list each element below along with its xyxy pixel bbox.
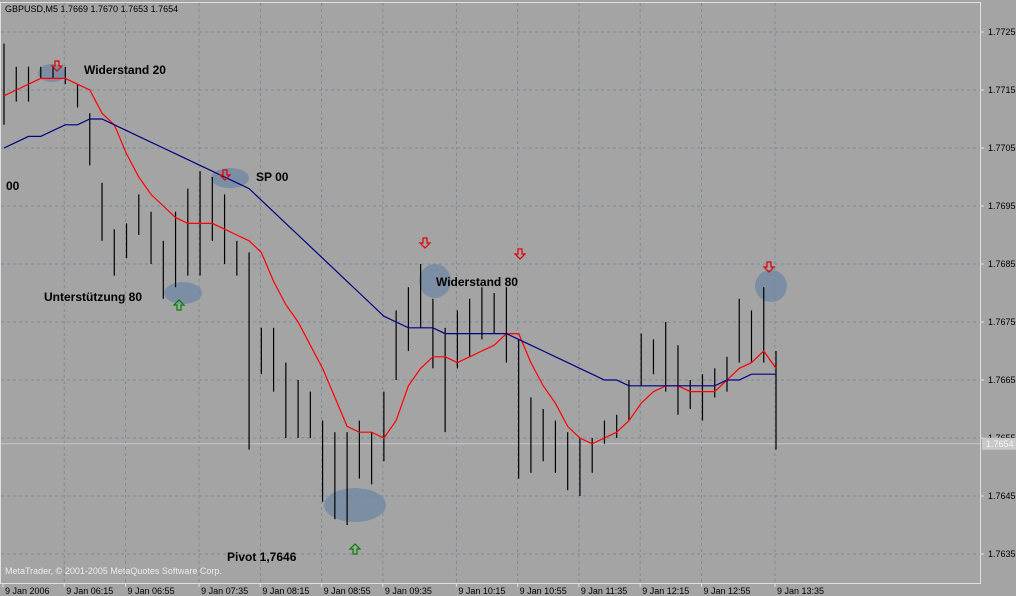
- y-tick-label: 1.7675: [988, 317, 1016, 327]
- x-tick-label: 9 Jan 2006: [5, 586, 50, 596]
- chart-title: GBPUSD,M5 1.7669 1.7670 1.7653 1.7654: [5, 4, 178, 14]
- y-tick-label: 1.7715: [988, 85, 1016, 95]
- x-tick-label: 9 Jan 06:15: [66, 586, 113, 596]
- x-tick-label: 9 Jan 07:35: [201, 586, 248, 596]
- arrow-down: [762, 261, 776, 273]
- highlight: [419, 264, 451, 298]
- annotation: 00: [6, 179, 20, 193]
- last-price-box: [982, 437, 1016, 450]
- moving-average: [3, 77, 777, 445]
- x-tick-label: 9 Jan 06:55: [128, 586, 175, 596]
- x-tick-label: 9 Jan 08:55: [324, 586, 371, 596]
- y-tick-label: 1.7695: [988, 201, 1016, 211]
- x-tick-label: 9 Jan 10:15: [458, 586, 505, 596]
- x-tick-label: 9 Jan 10:55: [520, 586, 567, 596]
- annotation: Widerstand 80: [436, 275, 518, 289]
- highlight: [164, 282, 202, 304]
- plot-frame: [0, 2, 981, 584]
- x-tick-label: 9 Jan 13:35: [777, 586, 824, 596]
- y-tick-label: 1.7645: [988, 491, 1016, 501]
- x-tick-label: 9 Jan 12:55: [703, 586, 750, 596]
- y-tick-label: 1.7665: [988, 375, 1016, 385]
- arrow-down: [218, 169, 232, 181]
- y-tick-label: 1.7725: [988, 27, 1016, 37]
- arrow-down: [418, 237, 432, 249]
- moving-average: [3, 118, 776, 387]
- x-tick-label: 9 Jan 11:35: [581, 586, 627, 596]
- arrow-down: [50, 60, 64, 72]
- footer: MetaTrader, © 2001-2005 MetaQuotes Softw…: [5, 566, 222, 576]
- arrow-up: [348, 543, 362, 555]
- annotation: Unterstützung 80: [44, 290, 142, 304]
- x-tick-label: 9 Jan 08:15: [262, 586, 309, 596]
- arrow-down: [513, 248, 527, 260]
- last-price-label: 1.7654: [986, 439, 1014, 449]
- highlight: [755, 270, 787, 302]
- annotation: Pivot 1,7646: [227, 550, 297, 564]
- annotation: SP 00: [256, 170, 289, 184]
- y-tick-label: 1.7705: [988, 143, 1016, 153]
- y-tick-label: 1.7635: [988, 549, 1016, 559]
- y-tick-label: 1.7685: [988, 259, 1016, 269]
- annotation: Widerstand 20: [84, 63, 166, 77]
- highlight: [211, 168, 249, 188]
- x-tick-label: 9 Jan 09:35: [385, 586, 432, 596]
- highlight: [324, 488, 386, 522]
- arrow-up: [172, 299, 186, 311]
- x-tick-label: 9 Jan 12:15: [642, 586, 689, 596]
